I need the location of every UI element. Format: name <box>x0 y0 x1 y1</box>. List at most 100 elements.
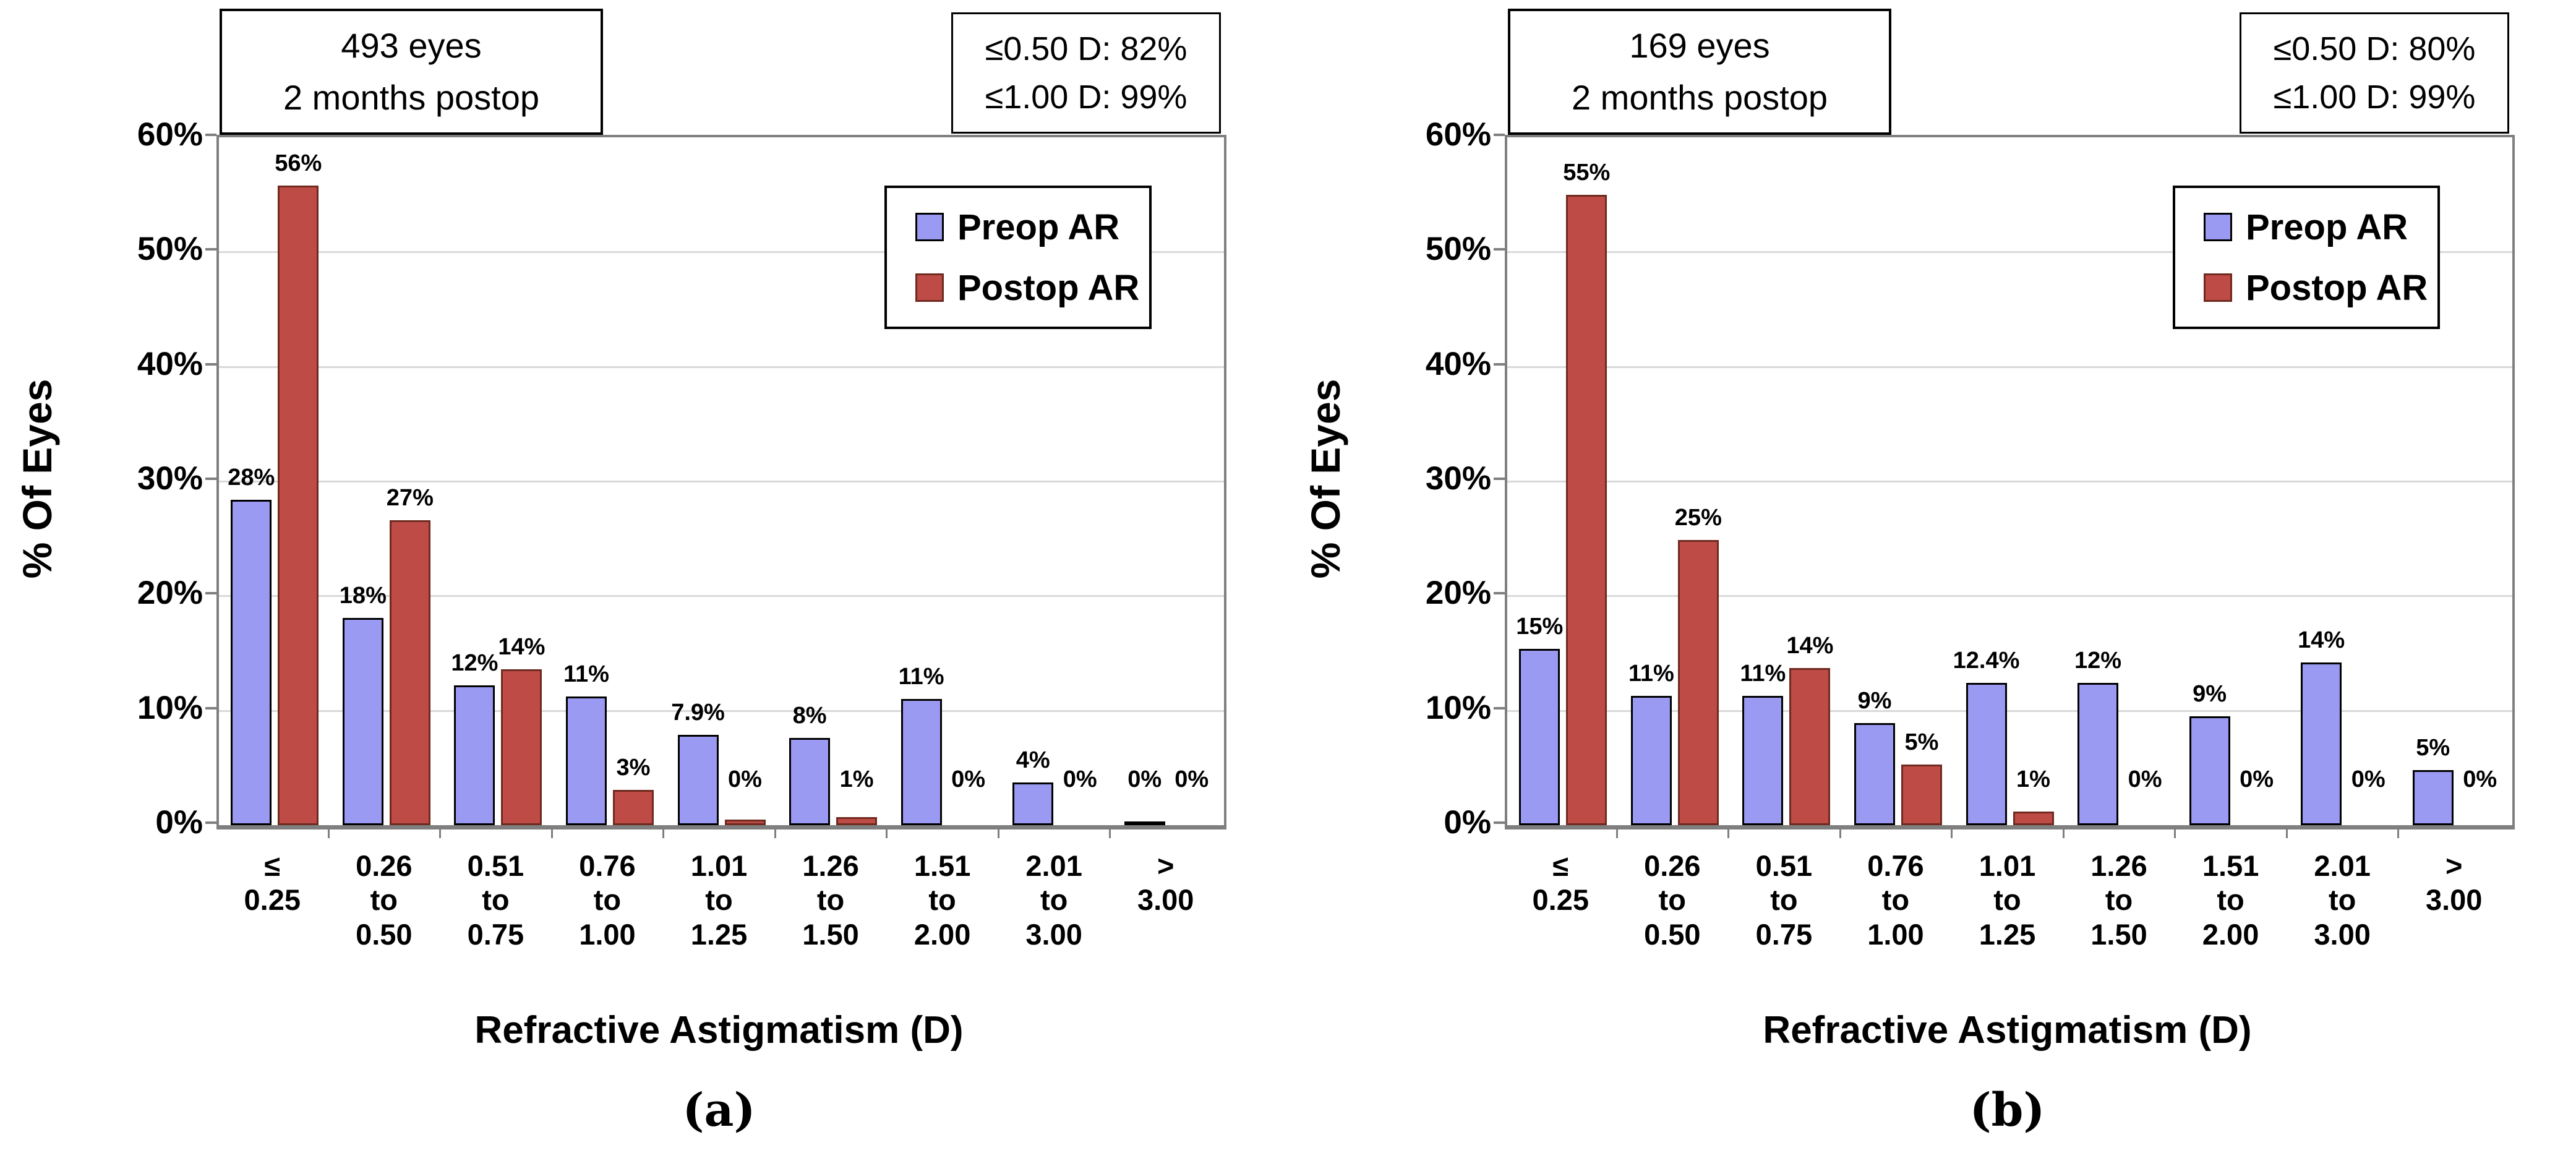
sample-size-line: 493 eyes <box>341 26 482 65</box>
postop-swatch-icon <box>2204 273 2232 302</box>
x-category-label: 0.51 to 0.75 <box>467 849 524 951</box>
y-tick-mark <box>1494 706 1505 709</box>
x-tick-mark <box>1109 827 1111 838</box>
bar-preop <box>1012 782 1054 825</box>
bar-value-label: 8% <box>792 703 827 729</box>
bar-value-label: 9% <box>1857 688 1892 714</box>
bar-value-label: 0% <box>1175 766 1209 792</box>
bar-preop <box>1519 648 1560 825</box>
bar-postop <box>1677 539 1719 825</box>
stat-line-100: ≤1.00 D: 99% <box>2273 79 2476 116</box>
legend-label-preop: Preop AR <box>2246 207 2408 247</box>
bar-value-label: 0% <box>728 766 762 792</box>
bar-value-label: 11% <box>1740 660 1786 687</box>
bar-postop <box>612 789 654 825</box>
bar-value-label: 9% <box>2193 680 2227 707</box>
bar-value-label: 12% <box>2074 648 2122 674</box>
y-tick-mark <box>1494 478 1505 480</box>
y-tick-label: 40% <box>1425 345 1491 382</box>
bar-postop <box>278 185 319 825</box>
x-tick-mark <box>2285 827 2288 838</box>
x-category-label: 1.51 to 2.00 <box>2202 849 2259 951</box>
bar-value-label: 12% <box>451 649 499 676</box>
gridline <box>219 709 1224 712</box>
x-category-label: 1.51 to 2.00 <box>914 849 971 951</box>
x-tick-mark <box>1615 827 1618 838</box>
x-category-label: 0.26 to 0.50 <box>356 849 413 951</box>
bar-preop <box>2077 683 2119 825</box>
y-tick-label: 0% <box>155 804 203 841</box>
legend-label-preop: Preop AR <box>957 207 1120 247</box>
panel-b: 169 eyes 2 months postop ≤0.50 D: 80% ≤1… <box>1288 0 2576 1153</box>
outcome-stats-box: ≤0.50 D: 82% ≤1.00 D: 99% <box>951 12 1221 134</box>
bar-preop <box>677 734 719 825</box>
bar-value-label: 11% <box>898 664 944 690</box>
gridline <box>1507 481 2512 482</box>
x-category-label: 0.51 to 0.75 <box>1755 849 1813 951</box>
bar-postop <box>501 669 542 825</box>
bar-postop <box>836 817 878 825</box>
bar-value-label: 5% <box>2416 735 2450 761</box>
bar-preop <box>1966 683 2007 825</box>
bar-value-label: 14% <box>1786 633 1834 659</box>
y-tick-label: 50% <box>137 231 203 268</box>
y-tick-mark <box>1494 248 1505 251</box>
y-tick-mark <box>205 134 216 136</box>
gridline <box>1507 251 2512 254</box>
bar-value-label: 28% <box>228 464 275 491</box>
sample-size-line: 169 eyes <box>1629 26 1770 65</box>
x-tick-mark <box>662 827 665 838</box>
bar-preop <box>2189 716 2230 825</box>
gridline <box>1507 709 2512 712</box>
bar-value-label: 3% <box>616 754 651 781</box>
x-tick-mark <box>774 827 776 838</box>
x-category-label: ≤0.25 <box>244 849 301 917</box>
bar-value-label: 12.4% <box>1953 648 2020 674</box>
bar-preop <box>342 617 383 825</box>
preop-swatch-icon <box>2204 213 2232 241</box>
panel-caption: (a) <box>682 1084 756 1137</box>
x-category-label: 1.26 to 1.50 <box>802 849 859 951</box>
x-tick-mark <box>327 827 330 838</box>
x-category-label: >3.00 <box>1137 849 1194 917</box>
x-tick-mark <box>1727 827 1730 838</box>
bar-value-label: 4% <box>1016 747 1050 774</box>
y-tick-label: 50% <box>1425 231 1491 268</box>
x-category-label: ≤0.25 <box>1532 849 1590 917</box>
x-category-label: 1.01 to 1.25 <box>690 849 748 951</box>
y-tick-label: 10% <box>1425 689 1491 726</box>
bar-postop <box>1566 194 1607 825</box>
bar-postop <box>389 520 430 825</box>
stat-line-050: ≤0.50 D: 80% <box>2273 30 2476 67</box>
gridline <box>219 481 1224 482</box>
y-tick-mark <box>205 478 216 480</box>
bar-value-label: 0% <box>2240 766 2274 792</box>
x-tick-mark <box>2174 827 2176 838</box>
timepoint-line: 2 months postop <box>1571 78 1828 117</box>
y-tick-mark <box>205 592 216 595</box>
bar-value-label: 11% <box>1628 660 1674 687</box>
panel-caption: (b) <box>1969 1084 2045 1137</box>
bar-value-label: 1% <box>2016 766 2050 792</box>
bar-value-label: 1% <box>839 766 874 792</box>
bar-preop <box>1742 695 1784 825</box>
legend: Preop AR Postop AR <box>2173 186 2440 329</box>
y-tick-label: 40% <box>137 345 203 382</box>
bar-preop <box>1124 821 1165 825</box>
bar-value-label: 0% <box>2128 766 2162 792</box>
bar-value-label: 5% <box>1904 729 1939 755</box>
bar-preop <box>1854 723 1895 825</box>
gridline <box>1507 595 2512 598</box>
sample-size-box: 169 eyes 2 months postop <box>1508 9 1891 135</box>
bar-value-label: 0% <box>951 766 986 792</box>
legend-row-preop: Preop AR <box>915 207 1143 248</box>
timepoint-line: 2 months postop <box>283 78 540 117</box>
y-tick-mark <box>1494 362 1505 366</box>
bar-preop <box>2301 662 2342 825</box>
legend-row-postop: Postop AR <box>915 267 1143 309</box>
bar-value-label: 14% <box>498 633 546 660</box>
panel-a: 493 eyes 2 months postop ≤0.50 D: 82% ≤1… <box>14 9 1226 1137</box>
bar-value-label: 11% <box>563 661 609 688</box>
y-tick-label: 20% <box>137 575 203 612</box>
y-tick-mark <box>205 248 216 251</box>
